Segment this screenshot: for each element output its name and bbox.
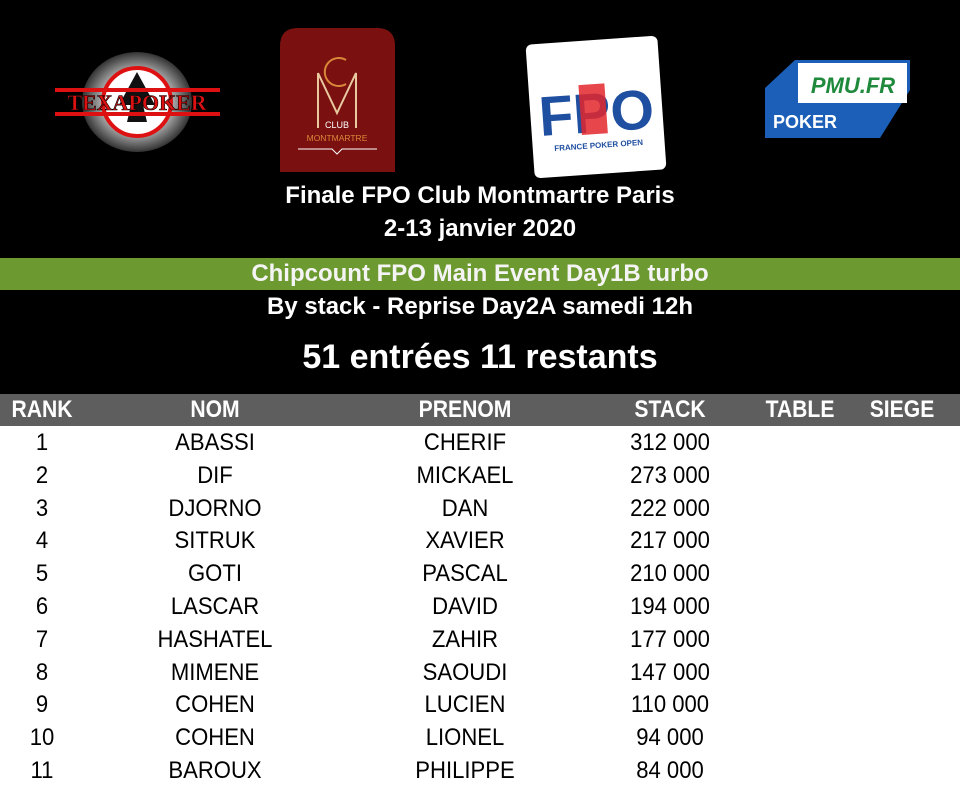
rank-cell: 6 xyxy=(35,593,49,620)
nom-cell: GOTI xyxy=(188,560,242,588)
nom-cell: BAROUX xyxy=(168,757,262,784)
column-header-prenom: PRENOM xyxy=(418,396,512,423)
table-row: 3 DJORNO DAN 222 000 xyxy=(0,493,960,526)
prenom-cell: ZAHIR xyxy=(431,625,499,653)
fpo-logo: FPO FRANCE POKER OPEN xyxy=(525,35,667,179)
rank-cell: 4 xyxy=(35,527,49,555)
svg-text:POKER: POKER xyxy=(773,112,837,132)
entries-count: 51 entrées 11 restants xyxy=(302,338,658,376)
rank-cell: 10 xyxy=(29,724,55,752)
rank-cell: 9 xyxy=(35,691,49,719)
pmu-poker-logo: PMU.FR POKER xyxy=(765,60,910,138)
stack-cell: 217 000 xyxy=(630,527,710,555)
stack-cell: 210 000 xyxy=(630,560,710,588)
svg-text:PMU.FR: PMU.FR xyxy=(811,73,895,98)
nom-cell: SITRUK xyxy=(174,527,256,555)
prenom-cell: DAVID xyxy=(432,593,498,620)
table-row: 10 COHEN LIONEL 94 000 xyxy=(0,722,960,755)
nom-cell: COHEN xyxy=(175,691,255,719)
prenom-cell: SAOUDI xyxy=(422,658,508,686)
stack-cell: 312 000 xyxy=(630,429,710,456)
event-name: Chipcount FPO Main Event Day1B turbo xyxy=(251,260,709,287)
event-dates: 2-13 janvier 2020 xyxy=(383,215,577,242)
nom-cell: HASHATEL xyxy=(157,625,273,653)
rank-cell: 3 xyxy=(35,494,49,522)
texapoker-logo: TEXAPOKER xyxy=(55,52,220,152)
rank-cell: 1 xyxy=(35,429,49,456)
nom-cell: COHEN xyxy=(175,724,255,752)
club-montmartre-logo: CLUB MONTMARTRE xyxy=(280,28,395,172)
event-bar: Chipcount FPO Main Event Day1B turbo xyxy=(0,258,960,290)
table-row: 6 LASCAR DAVID 194 000 xyxy=(0,591,960,624)
prenom-cell: PASCAL xyxy=(422,560,508,588)
rank-cell: 7 xyxy=(35,625,49,653)
banner: TEXAPOKER CLUB MONTMARTRE FPO FRANCE POK… xyxy=(0,0,960,394)
stack-cell: 194 000 xyxy=(630,593,710,620)
table-row: 8 MIMENE SAOUDI 147 000 xyxy=(0,657,960,690)
svg-text:MONTMARTRE: MONTMARTRE xyxy=(307,133,368,143)
rank-cell: 8 xyxy=(35,658,49,686)
table-row: 9 COHEN LUCIEN 110 000 xyxy=(0,689,960,722)
rank-cell: 5 xyxy=(35,560,49,588)
prenom-cell: DAN xyxy=(441,494,489,522)
prenom-cell: XAVIER xyxy=(425,527,505,555)
prenom-cell: LIONEL xyxy=(425,724,505,752)
prenom-cell: MICKAEL xyxy=(416,461,514,489)
stack-cell: 94 000 xyxy=(636,724,704,752)
stack-cell: 147 000 xyxy=(630,658,710,686)
prenom-cell: CHERIF xyxy=(423,429,507,456)
nom-cell: ABASSI xyxy=(175,429,255,456)
table-row: 4 SITRUK XAVIER 217 000 xyxy=(0,525,960,558)
rank-cell: 2 xyxy=(35,461,49,489)
event-title: Finale FPO Club Montmartre Paris xyxy=(285,182,675,209)
nom-cell: LASCAR xyxy=(170,593,260,620)
event-subtitle: By stack - Reprise Day2A samedi 12h xyxy=(267,293,693,320)
table-row: 1 ABASSI CHERIF 312 000 xyxy=(0,427,960,460)
svg-text:CLUB: CLUB xyxy=(325,120,349,130)
column-header-rank: RANK xyxy=(11,396,73,423)
rank-cell: 11 xyxy=(30,757,54,784)
nom-cell: DJORNO xyxy=(168,494,262,522)
table-row: 7 HASHATEL ZAHIR 177 000 xyxy=(0,624,960,657)
column-header-stack: STACK xyxy=(634,396,706,423)
stack-cell: 222 000 xyxy=(630,494,710,522)
table-row: 5 GOTI PASCAL 210 000 xyxy=(0,558,960,591)
column-header-siege: SIEGE xyxy=(869,396,935,423)
stack-cell: 273 000 xyxy=(630,461,710,489)
table-header: RANK NOM PRENOM STACK TABLE SIEGE xyxy=(0,394,960,426)
stack-cell: 110 000 xyxy=(630,691,710,719)
nom-cell: DIF xyxy=(197,461,233,489)
column-header-table: TABLE xyxy=(765,396,835,423)
table-row: 11 BAROUX PHILIPPE 84 000 xyxy=(0,755,960,788)
prenom-cell: PHILIPPE xyxy=(415,757,515,784)
stack-cell: 84 000 xyxy=(636,757,704,784)
stack-cell: 177 000 xyxy=(630,625,710,653)
svg-text:TEXAPOKER: TEXAPOKER xyxy=(67,90,207,115)
nom-cell: MIMENE xyxy=(170,658,260,686)
column-header-nom: NOM xyxy=(190,396,240,423)
table-row: 2 DIF MICKAEL 273 000 xyxy=(0,460,960,493)
prenom-cell: LUCIEN xyxy=(424,691,506,719)
